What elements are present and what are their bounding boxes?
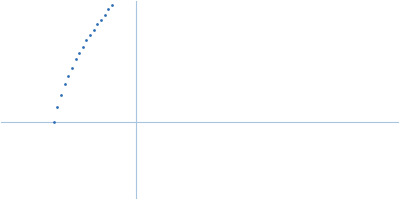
Point — [54, 106, 61, 109]
Point — [105, 8, 111, 11]
Point — [80, 46, 86, 49]
Point — [83, 39, 90, 42]
Point — [65, 74, 72, 78]
Point — [98, 18, 104, 22]
Point — [94, 22, 100, 25]
Point — [72, 58, 79, 61]
Point — [112, 0, 119, 1]
Point — [51, 121, 57, 124]
Point — [87, 34, 93, 37]
Point — [90, 28, 97, 31]
Point — [108, 3, 115, 6]
Point — [62, 82, 68, 85]
Point — [69, 66, 75, 70]
Point — [58, 93, 64, 96]
Point — [76, 51, 82, 55]
Point — [101, 13, 108, 16]
